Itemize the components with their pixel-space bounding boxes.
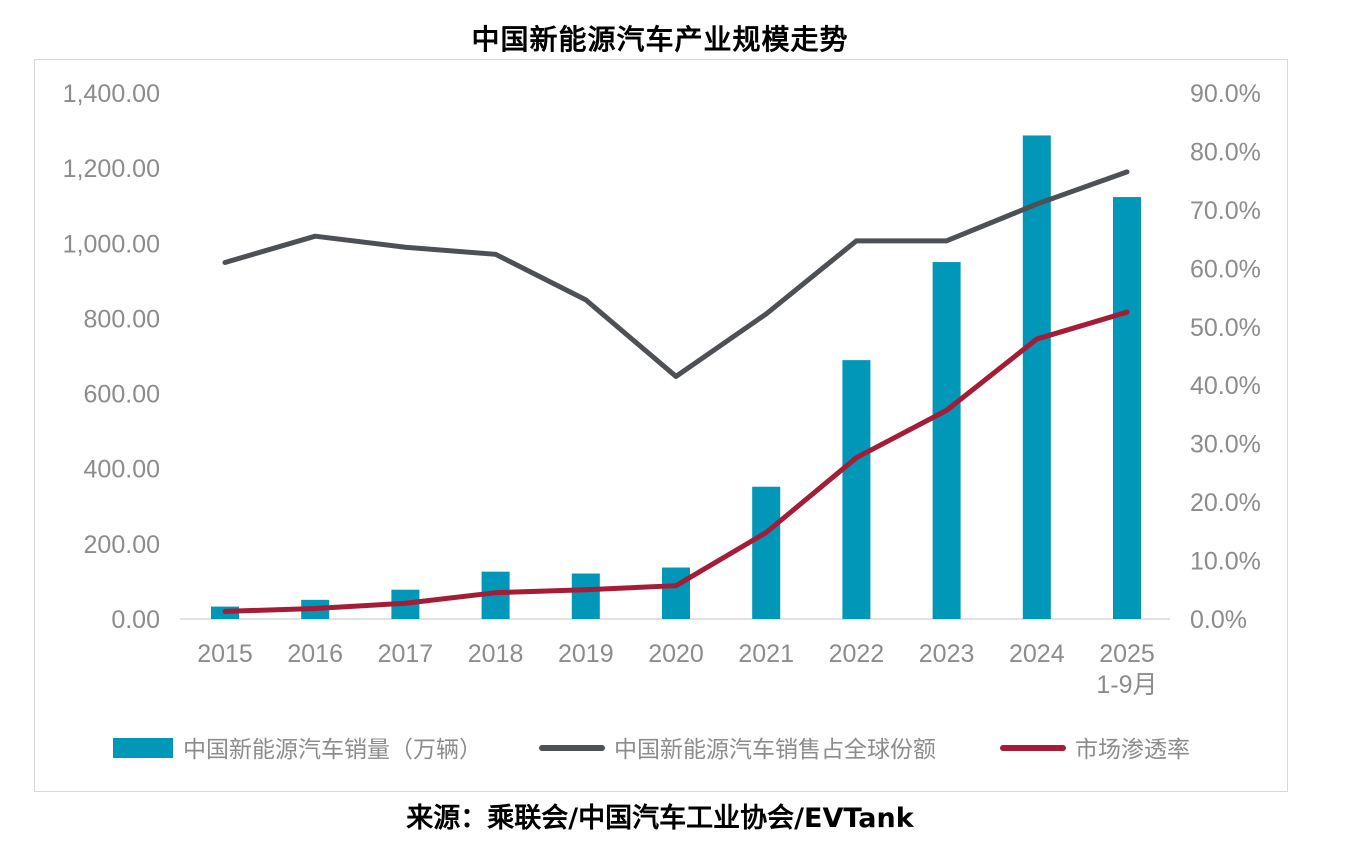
y-left-tick-label: 0.00 [111, 606, 160, 634]
y-right-tick-label: 20.0% [1190, 489, 1261, 517]
y-right-tick-label: 40.0% [1190, 372, 1261, 400]
chart-title: 中国新能源汽车产业规模走势 [471, 23, 849, 56]
legend-swatch-sales [113, 738, 173, 758]
bar-2020 [662, 567, 690, 619]
x-tick-label: 2025 [1099, 640, 1155, 668]
y-left-tick-label: 200.00 [84, 531, 160, 559]
y-left-tick-label: 800.00 [84, 305, 160, 333]
x-tick-label: 2015 [197, 640, 253, 668]
y-right-tick-label: 80.0% [1190, 138, 1261, 166]
legend-label-sales: 中国新能源汽车销量（万辆） [183, 737, 482, 763]
x-tick-label: 2022 [829, 640, 885, 668]
x-tick-label: 2024 [1009, 640, 1065, 668]
x-tick-label: 2017 [378, 640, 434, 668]
bar-2019 [571, 573, 600, 619]
x-tick-label: 2020 [648, 640, 704, 668]
y-right-tick-label: 60.0% [1190, 255, 1261, 283]
bar-2021 [752, 486, 781, 619]
penetration-rate-line [222, 309, 1130, 614]
y-left-axis: 0.00 200.00 400.00 600.00 800.00 1,000.00 1,20… [63, 80, 160, 634]
x-axis: 2015 2016 2017 2018 2019 2020 2021 2022 2023 2024… [180, 618, 1170, 699]
chart-frame [34, 59, 1288, 792]
x-tick-label: 2019 [558, 640, 614, 668]
x-tick-label: 2023 [919, 640, 975, 668]
bar-2024 [1022, 135, 1051, 619]
source-note: 来源：乘联会/中国汽车工业协会/EVTank [406, 803, 914, 834]
y-left-tick-label: 1,000.00 [63, 230, 160, 258]
x-tick-label: 2016 [287, 640, 343, 668]
bar-2022 [842, 360, 871, 619]
y-right-tick-label: 10.0% [1190, 548, 1261, 576]
legend-label-penetration: 市场渗透率 [1075, 737, 1190, 763]
global-share-line [222, 169, 1130, 379]
y-left-tick-label: 600.00 [84, 381, 160, 409]
x-tick-label: 1-9月 [1096, 671, 1157, 699]
legend-label-global-share: 中国新能源汽车销售占全球份额 [614, 737, 936, 763]
y-right-tick-label: 0.0% [1190, 606, 1247, 634]
bar-2025 [1113, 197, 1141, 619]
line-series [222, 169, 1130, 614]
y-right-tick-label: 30.0% [1190, 431, 1261, 459]
y-right-axis: 0.0% 10.0% 20.0% 30.0% 40.0% 50.0% 60.0% 70.0% 8… [1190, 80, 1261, 634]
x-tick-label: 2021 [738, 640, 794, 668]
legend: 中国新能源汽车销量（万辆） 中国新能源汽车销售占全球份额 市场渗透率 [113, 737, 1190, 763]
bar-2023 [932, 262, 961, 619]
y-left-tick-label: 1,400.00 [63, 80, 160, 108]
y-right-tick-label: 70.0% [1190, 197, 1261, 225]
y-right-tick-label: 50.0% [1190, 314, 1261, 342]
y-left-tick-label: 400.00 [84, 456, 160, 484]
x-tick-label: 2018 [468, 640, 524, 668]
y-left-tick-label: 1,200.00 [63, 155, 160, 183]
y-right-tick-label: 90.0% [1190, 80, 1261, 108]
bar-series [211, 135, 1141, 619]
